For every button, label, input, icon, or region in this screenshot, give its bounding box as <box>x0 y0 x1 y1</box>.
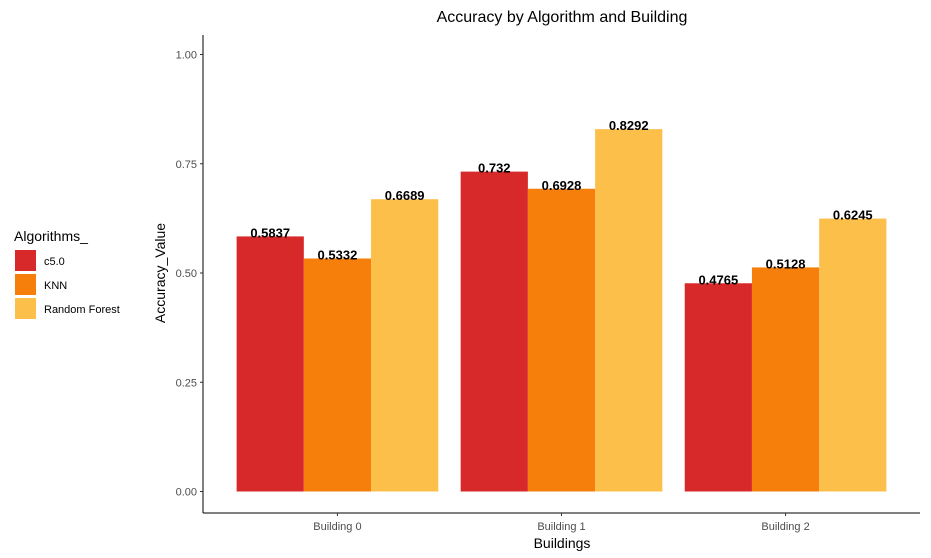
data-label: 0.5332 <box>318 247 358 262</box>
data-label: 0.6245 <box>833 208 873 223</box>
data-label: 0.732 <box>478 161 511 176</box>
bar-knn-1 <box>527 188 596 492</box>
chart-title: Accuracy by Algorithm and Building <box>437 9 688 26</box>
data-label: 0.8292 <box>609 118 649 133</box>
bar-random-forest-0 <box>371 199 439 492</box>
x-tick-label: Building 1 <box>537 521 585 533</box>
bar-knn-2 <box>751 267 820 492</box>
bar-c5-0-1 <box>460 171 528 492</box>
y-tick-label: 0.00 <box>176 487 197 499</box>
y-axis-title: Accuracy_Value <box>152 223 168 323</box>
data-label: 0.6689 <box>385 188 425 203</box>
legend-label: Random Forest <box>44 304 120 316</box>
bars-layer <box>236 129 887 492</box>
y-axis: 0.00 0.25 0.50 0.75 1.00 <box>176 35 204 513</box>
y-tick-label: 0.50 <box>176 268 197 280</box>
bar-random-forest-1 <box>595 129 663 492</box>
legend: Algorithms_ c5.0 KNN Random Forest <box>14 228 120 319</box>
legend-label: KNN <box>44 280 67 292</box>
data-labels-layer: 0.5837 0.5332 0.6689 0.732 0.6928 0.8292 0.476… <box>250 118 872 287</box>
y-tick-label: 0.75 <box>176 159 197 171</box>
legend-title: Algorithms_ <box>14 228 88 244</box>
x-axis-title: Buildings <box>534 535 591 551</box>
data-label: 0.4765 <box>698 272 738 287</box>
x-axis: Building 0 Building 1 Building 2 <box>203 512 920 533</box>
bar-random-forest-2 <box>819 218 887 492</box>
legend-swatch-random-forest <box>15 298 36 319</box>
legend-label: c5.0 <box>44 256 65 268</box>
y-tick-label: 1.00 <box>176 50 197 62</box>
x-tick-label: Building 2 <box>761 521 809 533</box>
legend-swatch-knn <box>15 274 36 295</box>
y-tick-label: 0.25 <box>176 377 197 389</box>
bar-c5-0-0 <box>236 236 304 492</box>
data-label: 0.5837 <box>250 225 290 240</box>
x-tick-label: Building 0 <box>313 521 361 533</box>
bar-knn-0 <box>303 258 372 492</box>
data-label: 0.6928 <box>542 178 582 193</box>
data-label: 0.5128 <box>766 256 806 271</box>
bar-c5-0-2 <box>684 283 752 492</box>
legend-swatch-c5-0 <box>15 250 36 271</box>
